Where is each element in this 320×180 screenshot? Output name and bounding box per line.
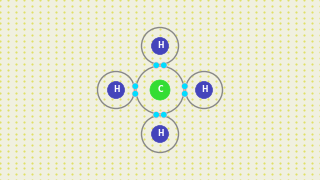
Circle shape	[182, 84, 187, 88]
Text: H: H	[157, 129, 163, 138]
Circle shape	[182, 92, 187, 96]
Circle shape	[151, 125, 169, 143]
Circle shape	[161, 112, 167, 118]
Circle shape	[133, 92, 138, 96]
Circle shape	[161, 62, 167, 68]
Circle shape	[153, 62, 159, 68]
Text: C: C	[157, 86, 163, 94]
Circle shape	[154, 63, 158, 68]
Circle shape	[182, 83, 188, 89]
Text: H: H	[201, 86, 207, 94]
Circle shape	[151, 37, 169, 55]
Circle shape	[132, 91, 138, 97]
Circle shape	[162, 112, 166, 117]
Text: H: H	[113, 86, 119, 94]
Circle shape	[108, 82, 124, 98]
Circle shape	[153, 112, 159, 118]
Circle shape	[182, 91, 188, 97]
Circle shape	[150, 80, 170, 100]
Text: H: H	[157, 42, 163, 51]
Circle shape	[154, 112, 158, 117]
Circle shape	[162, 63, 166, 68]
Circle shape	[196, 82, 212, 98]
Circle shape	[133, 84, 138, 88]
Circle shape	[132, 83, 138, 89]
